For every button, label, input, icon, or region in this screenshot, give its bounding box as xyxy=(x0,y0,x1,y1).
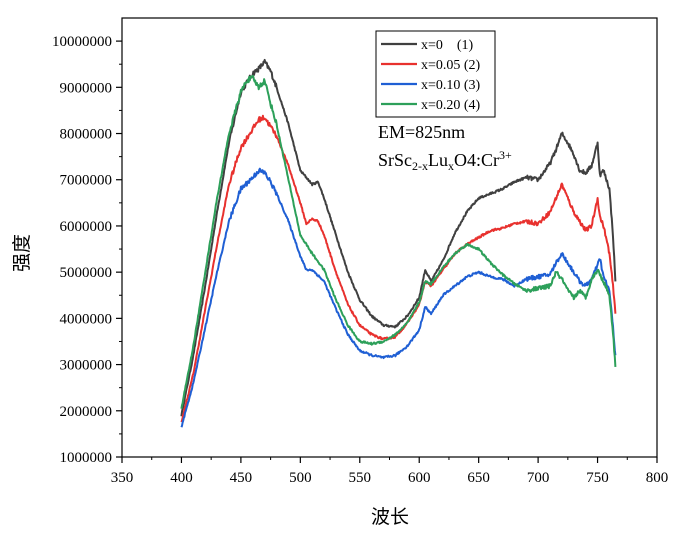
y-tick-label-10000000: 10000000 xyxy=(52,34,112,50)
formula-part-3: Lu xyxy=(428,150,448,170)
formula-part-2: 2-x xyxy=(412,159,428,173)
formula-part-1: SrSc xyxy=(378,150,412,170)
legend-box xyxy=(375,30,496,118)
x-tick-label-600: 600 xyxy=(408,470,431,486)
y-tick-label-3000000: 3000000 xyxy=(60,358,113,374)
x-tick-label-400: 400 xyxy=(170,470,193,486)
x-tick-label-650: 650 xyxy=(467,470,490,486)
annotation-formula: SrSc2-xLuxO4:Cr3+ xyxy=(378,148,512,173)
series-line-3 xyxy=(180,167,617,428)
legend-items: x=0 (1) x=0.05 (2) x=0.10 (3) x=0.20 (4) xyxy=(381,38,481,113)
x-tick-label-450: 450 xyxy=(230,470,253,486)
legend: x=0 (1) x=0.05 (2) x=0.10 (3) x=0.20 (4) xyxy=(375,30,496,118)
formula-part-4: x xyxy=(448,159,454,173)
x-tick-label-800: 800 xyxy=(646,470,669,486)
legend-label-3: x=0.10 (3) xyxy=(421,78,481,93)
legend-label-4: x=0.20 (4) xyxy=(421,98,481,113)
y-tick-label-9000000: 9000000 xyxy=(60,80,113,96)
y-tick-label-8000000: 8000000 xyxy=(60,127,113,143)
x-tick-label-500: 500 xyxy=(289,470,312,486)
legend-label-2: x=0.05 (2) xyxy=(421,58,481,73)
axis-layer xyxy=(116,17,658,463)
y-tick-label-5000000: 5000000 xyxy=(60,265,113,281)
formula-part-5: O4:Cr xyxy=(454,150,499,170)
series-line-4 xyxy=(180,74,617,409)
x-tick-label-700: 700 xyxy=(527,470,550,486)
x-tick-label-550: 550 xyxy=(349,470,372,486)
series-layer xyxy=(180,58,617,428)
y-tick-label-2000000: 2000000 xyxy=(60,404,113,420)
annotation-em: EM=825nm xyxy=(378,122,465,142)
x-axis-title: 波长 xyxy=(371,506,409,528)
y-tick-label-4000000: 4000000 xyxy=(60,311,113,327)
y-tick-label-6000000: 6000000 xyxy=(60,219,113,235)
series-line-1 xyxy=(180,58,617,417)
y-tick-label-7000000: 7000000 xyxy=(60,173,113,189)
legend-label-1: x=0 (1) xyxy=(421,38,474,53)
tick-labels: 350 400 450 500 550 600 650 700 750 800 1000000 200… xyxy=(52,34,668,486)
formula-part-6: 3+ xyxy=(499,148,512,162)
x-tick-label-350: 350 xyxy=(111,470,134,486)
x-tick-label-750: 750 xyxy=(586,470,609,486)
y-axis-title: 强度 xyxy=(11,234,33,272)
y-tick-label-1000000: 1000000 xyxy=(60,450,113,466)
